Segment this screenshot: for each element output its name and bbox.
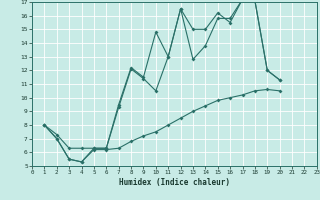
X-axis label: Humidex (Indice chaleur): Humidex (Indice chaleur) bbox=[119, 178, 230, 187]
